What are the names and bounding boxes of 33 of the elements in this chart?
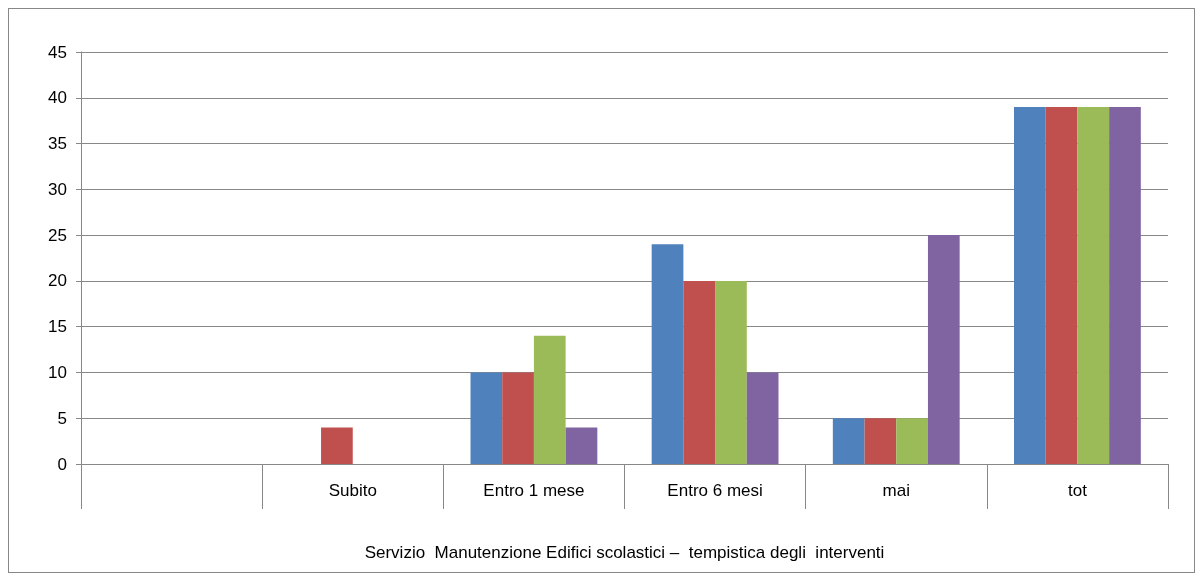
bar (651, 244, 684, 464)
y-tick-label: 45 (48, 42, 67, 62)
bar (321, 427, 353, 464)
x-tick-label: Entro 6 mesi (667, 481, 763, 500)
bar (832, 418, 865, 464)
x-axis-title: Servizio Manutenzione Edifici scolastici – tempistica degli interventi (364, 543, 885, 562)
bar (1077, 106, 1110, 464)
y-tick-label: 40 (48, 88, 67, 108)
bar (1014, 106, 1046, 464)
bar (746, 372, 779, 464)
x-tick-label: Entro 1 mese (483, 481, 585, 500)
bar (1109, 106, 1141, 464)
y-tick-label: 35 (48, 134, 67, 154)
y-tick-label: 25 (48, 225, 67, 245)
bar (896, 418, 928, 464)
bar (565, 427, 598, 464)
bar (533, 335, 566, 464)
y-tick-label: 30 (48, 179, 67, 199)
x-tick-label: Subito (328, 481, 377, 500)
bar (927, 235, 960, 464)
y-tick-label: 15 (48, 317, 67, 337)
bar (683, 280, 716, 464)
bar (715, 280, 747, 464)
bar (1045, 106, 1078, 464)
y-tick-label: 20 (48, 271, 67, 291)
y-tick-label: 10 (48, 362, 67, 382)
bar (470, 372, 503, 464)
x-tick-label: tot (1067, 481, 1088, 500)
y-tick-label: 5 (57, 408, 67, 428)
y-tick-label: 0 (57, 454, 67, 474)
bar (864, 418, 897, 464)
bar (502, 372, 534, 464)
x-tick-label: mai (882, 481, 910, 500)
